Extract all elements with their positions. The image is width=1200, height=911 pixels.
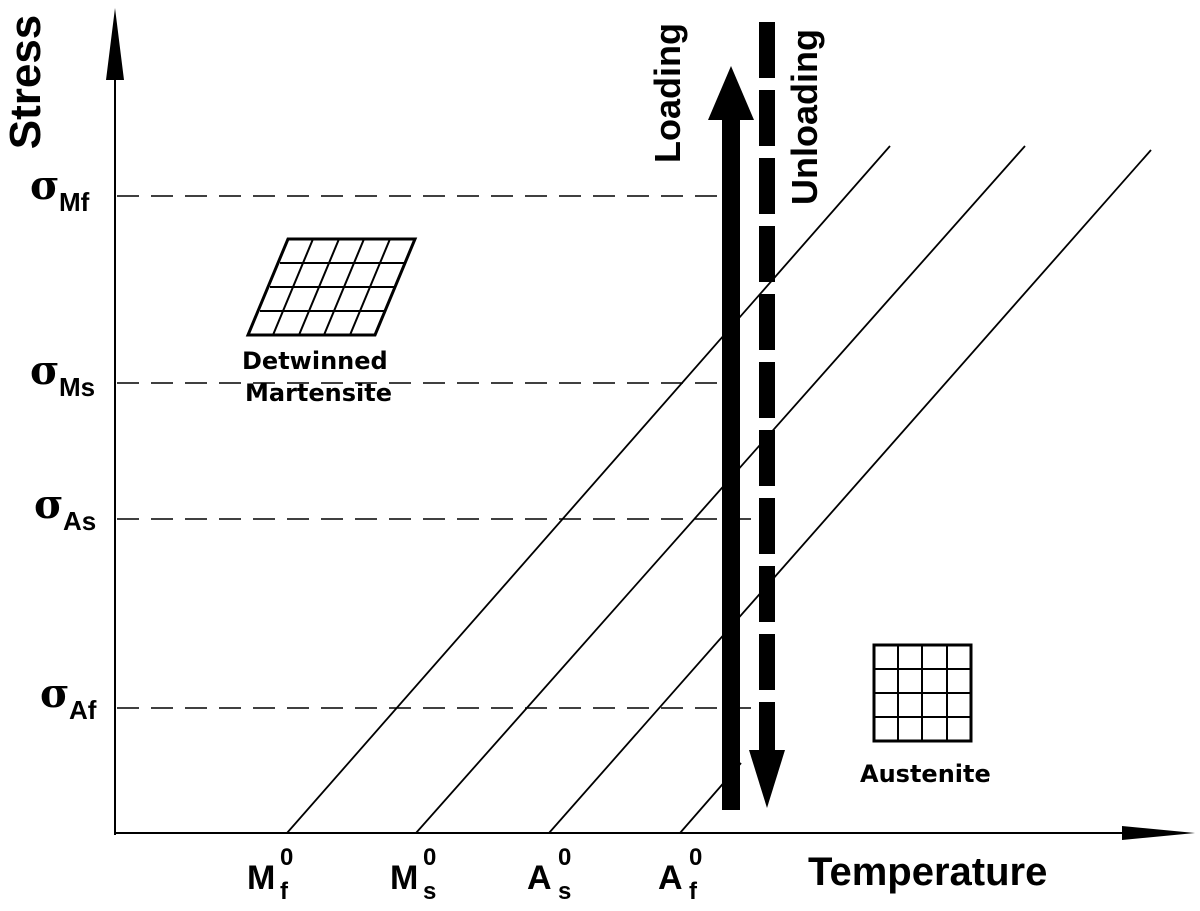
sigma-symbol: σ xyxy=(34,481,64,528)
martensite-label-line1: Detwinned xyxy=(242,347,388,375)
stress-label-af: σ Af xyxy=(40,670,97,725)
loading-arrow xyxy=(708,66,754,810)
transformation-line-mf xyxy=(286,145,891,834)
temp-superscript: 0 xyxy=(280,844,293,871)
temp-subscript: f xyxy=(689,878,698,905)
sigma-subscript: Af xyxy=(69,695,97,725)
temp-subscript: s xyxy=(423,878,436,905)
temp-subscript: f xyxy=(280,878,289,905)
temp-superscript: 0 xyxy=(558,844,571,871)
transformation-line-ms xyxy=(415,145,1026,834)
temp-base: M xyxy=(247,859,275,897)
temp-base: A xyxy=(658,859,683,897)
temp-base: A xyxy=(527,859,552,897)
x-axis-label: Temperature xyxy=(808,850,1047,894)
stress-label-as: σ As xyxy=(34,481,96,536)
austenite-label: Austenite xyxy=(860,760,991,788)
unloading-arrow-head xyxy=(749,750,785,808)
unloading-label: Unloading xyxy=(784,29,825,205)
sigma-symbol: σ xyxy=(30,347,60,394)
temp-label-ms: M 0 s xyxy=(390,844,436,905)
sigma-subscript: As xyxy=(63,506,96,536)
transformation-line-as xyxy=(548,149,1152,834)
sigma-symbol: σ xyxy=(40,670,70,717)
loading-arrow-head xyxy=(708,66,754,120)
stress-label-mf: σ Mf xyxy=(30,162,90,217)
temp-subscript: s xyxy=(558,878,571,905)
temp-label-af: A 0 f xyxy=(658,844,702,905)
temp-label-mf: M 0 f xyxy=(247,844,293,905)
temp-base: M xyxy=(390,859,418,897)
loading-arrow-shaft xyxy=(722,112,740,810)
sigma-symbol: σ xyxy=(30,162,60,209)
y-axis-label: Stress xyxy=(1,15,50,150)
unloading-arrow xyxy=(749,22,785,808)
temp-superscript: 0 xyxy=(423,844,436,871)
austenite-lattice-icon xyxy=(872,643,973,743)
detwinned-martensite-lattice-icon xyxy=(245,237,418,337)
martensite-label-line2: Martensite xyxy=(245,379,392,407)
temp-superscript: 0 xyxy=(689,844,702,871)
sigma-subscript: Mf xyxy=(59,187,90,217)
temp-label-as: A 0 s xyxy=(527,844,571,905)
x-axis-arrowhead xyxy=(1122,826,1195,840)
y-axis-arrowhead xyxy=(106,8,124,80)
stress-label-ms: σ Ms xyxy=(30,347,95,402)
sigma-subscript: Ms xyxy=(59,372,95,402)
loading-label: Loading xyxy=(647,23,688,163)
